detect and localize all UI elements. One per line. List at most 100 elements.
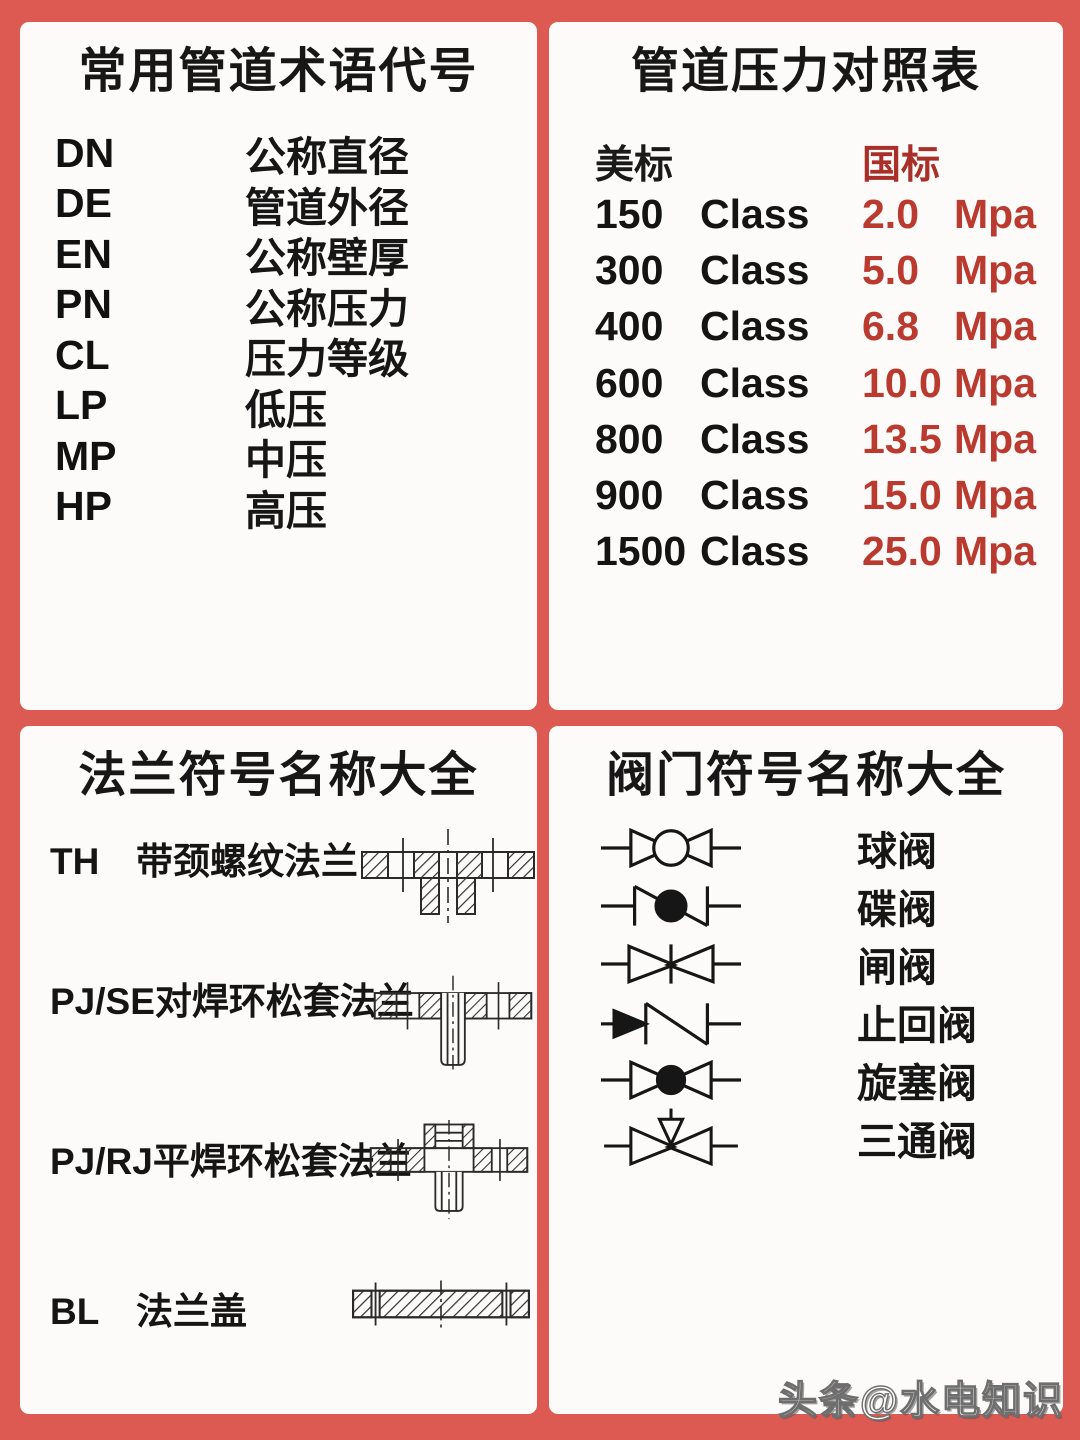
term-code: DN bbox=[55, 129, 115, 176]
flange-title: 法兰符号名称大全 bbox=[78, 749, 479, 802]
cn-mpa-value: 25.0 bbox=[862, 528, 942, 575]
table-row: 400 Class 6.8 Mpa bbox=[549, 299, 1063, 355]
table-row: 800 Class 13.5 Mpa bbox=[549, 411, 1063, 467]
term-row: HP 高压 bbox=[20, 482, 537, 534]
valve-row: 三通阀 bbox=[595, 1108, 1047, 1167]
us-class-unit: Class bbox=[700, 303, 810, 350]
us-standard-header: 美标 bbox=[595, 144, 674, 187]
valve-name: 止回阀 bbox=[857, 1004, 977, 1048]
term-code: CL bbox=[55, 331, 110, 378]
cn-mpa-unit: Mpa bbox=[954, 190, 1036, 237]
term-code: HP bbox=[55, 483, 112, 530]
cn-mpa-value: 10.0 bbox=[862, 359, 942, 406]
valve-row: 止回阀 bbox=[595, 993, 1047, 1051]
flange-code: PJ/RJ bbox=[50, 1141, 153, 1182]
flange-row-pjrj: PJ/RJ平焊环松套法兰 bbox=[50, 1131, 412, 1185]
threaded-neck-flange-drawing-icon bbox=[361, 829, 535, 923]
ball-valve-icon bbox=[601, 827, 741, 869]
term-row: MP 中压 bbox=[20, 431, 537, 484]
cn-mpa-unit: Mpa bbox=[954, 528, 1036, 575]
flange-code: PJ/SE bbox=[50, 981, 155, 1022]
pipe-terms-panel: 常用管道术语代号 DN 公称直径 DE 管道外径 EN 公称壁厚 PN 公称压力 CL 压… bbox=[20, 22, 537, 710]
flange-row-pjse: PJ/SE对焊环松套法兰 bbox=[50, 971, 414, 1025]
term-row: EN 公称壁厚 bbox=[20, 229, 537, 282]
term-code: DE bbox=[55, 180, 112, 227]
us-class-value: 1500 bbox=[595, 528, 687, 575]
pipe-terms-title: 常用管道术语代号 bbox=[78, 45, 479, 98]
flange-code: BL bbox=[50, 1291, 100, 1332]
flange-row-th: TH 带颈螺纹法兰 bbox=[50, 831, 358, 885]
term-row: DN 公称直径 bbox=[20, 128, 537, 181]
check-valve-icon bbox=[601, 1002, 741, 1046]
term-meaning: 高压 bbox=[245, 487, 327, 534]
us-class-value: 600 bbox=[595, 359, 664, 406]
term-code: PN bbox=[55, 281, 112, 328]
us-class-unit: Class bbox=[700, 528, 810, 575]
cn-mpa-value: 5.0 bbox=[862, 246, 919, 293]
us-class-value: 300 bbox=[595, 246, 664, 293]
valve-row: 旋塞阀 bbox=[595, 1051, 1047, 1109]
cn-mpa-unit: Mpa bbox=[954, 415, 1036, 462]
lap-joint-flat-ring-flange-drawing-icon bbox=[369, 1119, 529, 1220]
cn-mpa-value: 13.5 bbox=[862, 415, 942, 462]
us-class-unit: Class bbox=[700, 190, 810, 237]
pressure-table-header: 美标 国标 bbox=[549, 138, 1063, 187]
term-meaning: 压力等级 bbox=[245, 336, 409, 383]
term-code: EN bbox=[55, 230, 112, 277]
term-row: CL 压力等级 bbox=[20, 330, 537, 383]
pressure-table-body: 150 Class 2.0 Mpa 300 Class 5.0 Mpa 400 Class 6.… bbox=[549, 186, 1063, 580]
table-row: 300 Class 5.0 Mpa bbox=[549, 242, 1063, 298]
term-row: DE 管道外径 bbox=[20, 179, 537, 231]
term-code: MP bbox=[55, 432, 117, 479]
cn-mpa-unit: Mpa bbox=[954, 359, 1036, 406]
valve-title: 阀门符号名称大全 bbox=[605, 749, 1006, 802]
flange-name: 带颈螺纹法兰 bbox=[136, 841, 358, 882]
term-meaning: 公称直径 bbox=[245, 134, 409, 181]
us-class-unit: Class bbox=[700, 415, 810, 462]
flange-row-bl: BL 法兰盖 bbox=[50, 1281, 247, 1335]
table-row: 900 Class 15.0 Mpa bbox=[549, 467, 1063, 523]
cn-mpa-value: 6.8 bbox=[862, 303, 919, 350]
lap-joint-weld-ring-flange-drawing-icon bbox=[373, 975, 533, 1074]
cn-mpa-value: 2.0 bbox=[862, 190, 919, 237]
table-row: 600 Class 10.0 Mpa bbox=[549, 355, 1063, 411]
table-row: 1500 Class 25.0 Mpa bbox=[549, 524, 1063, 580]
term-row: PN 公称压力 bbox=[20, 280, 537, 332]
term-meaning: 低压 bbox=[245, 386, 327, 433]
flange-panel: 法兰符号名称大全 TH 带颈螺纹法兰 PJ/SE对焊环松套法兰 bbox=[20, 726, 537, 1414]
valve-name: 球阀 bbox=[857, 830, 937, 874]
term-meaning: 公称压力 bbox=[245, 285, 409, 332]
butterfly-valve-icon bbox=[601, 885, 741, 927]
term-meaning: 公称壁厚 bbox=[245, 235, 409, 282]
valve-name: 旋塞阀 bbox=[857, 1062, 977, 1106]
flange-code: TH bbox=[50, 841, 100, 882]
gate-valve-icon bbox=[601, 943, 741, 985]
pressure-title: 管道压力对照表 bbox=[630, 45, 981, 98]
flange-name: 法兰盖 bbox=[136, 1291, 247, 1332]
valve-row: 闸阀 bbox=[595, 935, 1047, 993]
us-class-value: 800 bbox=[595, 415, 664, 462]
us-class-unit: Class bbox=[700, 359, 810, 406]
cn-mpa-unit: Mpa bbox=[954, 472, 1036, 519]
valve-row: 球阀 bbox=[595, 819, 1047, 877]
cn-mpa-unit: Mpa bbox=[954, 303, 1036, 350]
us-class-unit: Class bbox=[700, 472, 810, 519]
table-row: 150 Class 2.0 Mpa bbox=[549, 186, 1063, 242]
us-class-value: 900 bbox=[595, 472, 664, 519]
term-code: LP bbox=[55, 382, 108, 429]
cn-standard-header: 国标 bbox=[862, 144, 941, 187]
term-meaning: 中压 bbox=[245, 437, 327, 484]
valve-panel: 阀门符号名称大全 球阀 碟阀 bbox=[549, 726, 1063, 1414]
cn-mpa-unit: Mpa bbox=[954, 246, 1036, 293]
valve-name: 碟阀 bbox=[857, 888, 937, 932]
flange-name: 对焊环松套法兰 bbox=[154, 981, 414, 1022]
cn-mpa-value: 15.0 bbox=[862, 472, 942, 519]
pressure-panel: 管道压力对照表 美标 国标 150 Class 2.0 Mpa 300 Class 5.0… bbox=[549, 22, 1063, 710]
three-way-valve-icon bbox=[604, 1108, 738, 1167]
us-class-value: 400 bbox=[595, 303, 664, 350]
valve-list: 球阀 碟阀 闸阀 bbox=[595, 819, 1047, 1167]
blind-flange-drawing-icon bbox=[352, 1280, 530, 1328]
watermark: 头条@水电知识 bbox=[777, 1379, 1064, 1423]
term-meaning: 管道外径 bbox=[245, 184, 409, 231]
us-class-unit: Class bbox=[700, 246, 810, 293]
